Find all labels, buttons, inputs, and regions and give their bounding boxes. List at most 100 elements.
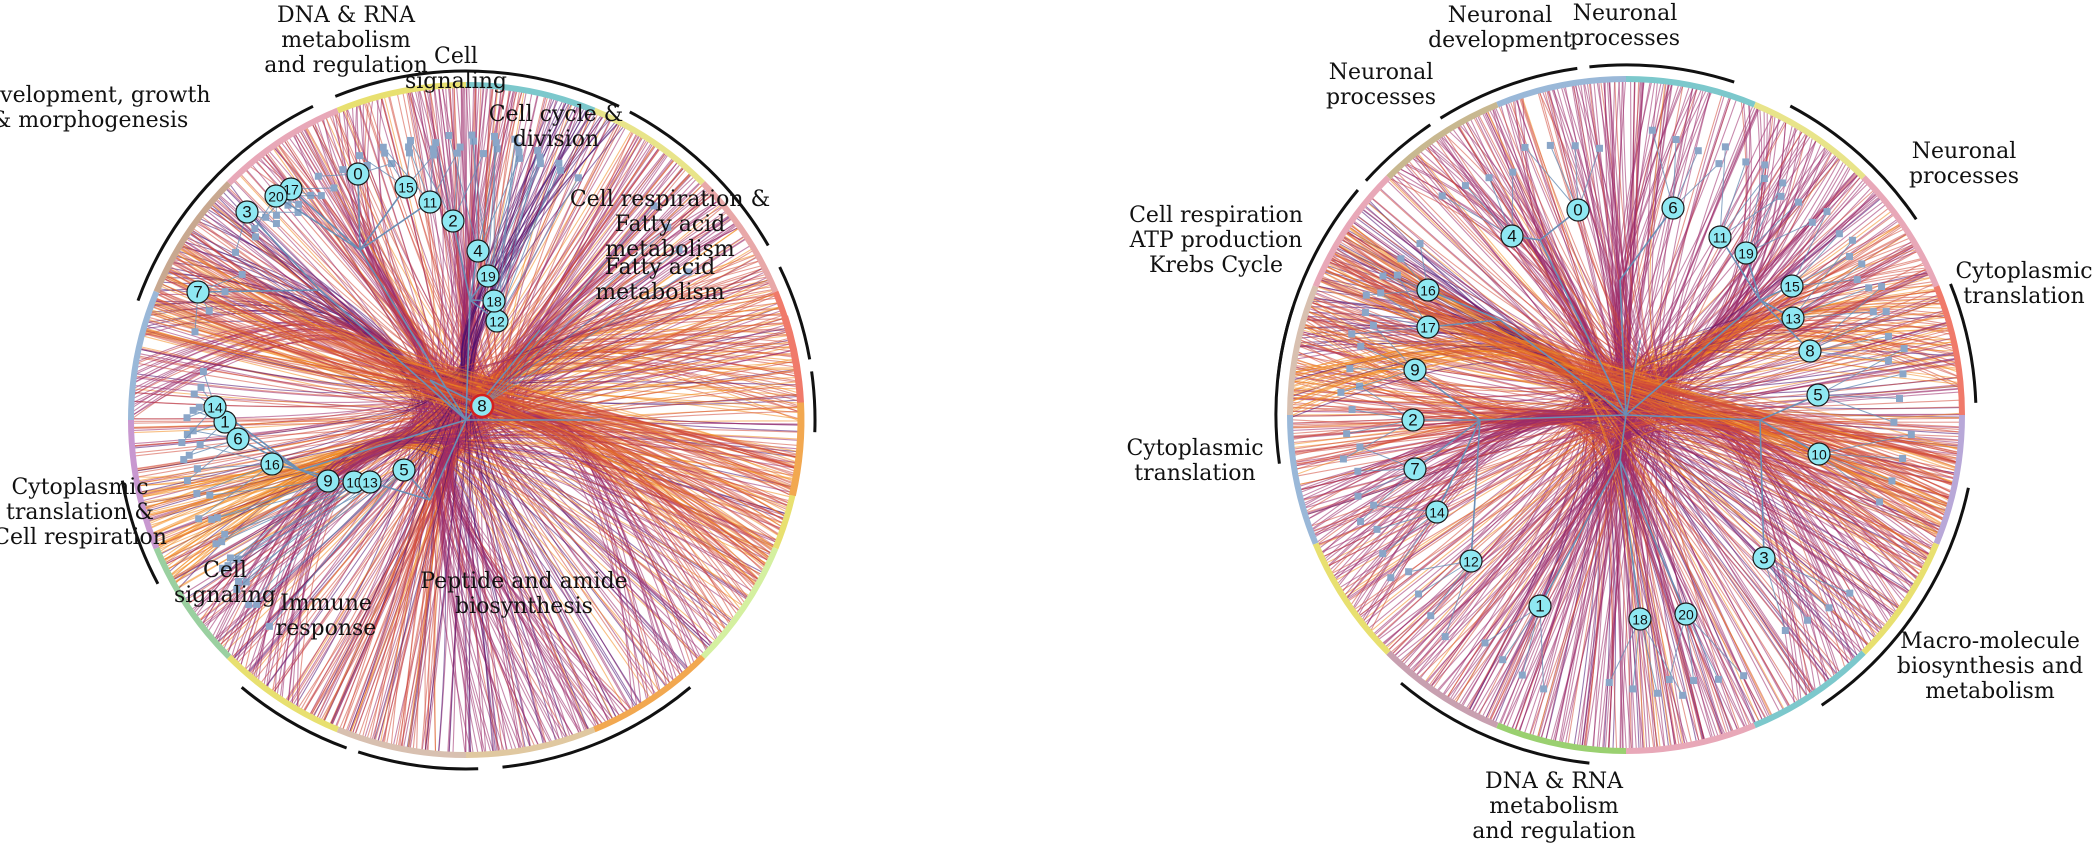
tree-leaf bbox=[1672, 136, 1680, 144]
tree-branch bbox=[248, 481, 371, 605]
cluster-node-7[interactable]: 7 bbox=[1403, 457, 1427, 481]
cluster-node-18[interactable]: 18 bbox=[1628, 607, 1652, 631]
cluster-node-8[interactable]: 8 bbox=[469, 393, 495, 419]
cluster-node-16[interactable]: 16 bbox=[1416, 278, 1440, 302]
group-bracket bbox=[1274, 306, 1295, 464]
cluster-node-15[interactable]: 15 bbox=[394, 175, 418, 199]
group-label: Macro-molecule biosynthesis and metabolism bbox=[1897, 629, 2083, 704]
cluster-node-9[interactable]: 9 bbox=[1403, 358, 1427, 382]
cluster-node-8[interactable]: 8 bbox=[1798, 339, 1822, 363]
tree-leaf bbox=[1361, 309, 1369, 317]
cluster-node-6[interactable]: 6 bbox=[1661, 196, 1685, 220]
tree-branch bbox=[1639, 618, 1684, 696]
cluster-node-label: 1 bbox=[1535, 597, 1544, 616]
tree-leaf bbox=[1485, 174, 1493, 182]
tree-branch bbox=[1792, 239, 1853, 319]
cluster-node-16[interactable]: 16 bbox=[260, 452, 284, 476]
tree-branch bbox=[382, 146, 431, 203]
tree-leaf bbox=[197, 383, 205, 391]
group-label-line: development bbox=[1428, 28, 1572, 53]
cluster-node-2[interactable]: 2 bbox=[441, 209, 465, 233]
cluster-node-4[interactable]: 4 bbox=[466, 239, 490, 263]
tree-leaf bbox=[1343, 430, 1351, 438]
cluster-node-0[interactable]: 0 bbox=[1566, 198, 1590, 222]
cluster-node-3[interactable]: 3 bbox=[1752, 546, 1776, 570]
tree-leaf bbox=[1823, 208, 1831, 216]
cluster-node-1[interactable]: 1 bbox=[1528, 594, 1552, 618]
group-label-line: Development, growth bbox=[0, 83, 211, 108]
cluster-node-circle bbox=[1734, 241, 1758, 265]
group-label-line: Fatty acid bbox=[615, 212, 726, 237]
cluster-node-10[interactable]: 10 bbox=[1807, 442, 1831, 466]
cluster-node-19[interactable]: 19 bbox=[1734, 241, 1758, 265]
tree-leaf bbox=[492, 139, 500, 147]
tree-branch bbox=[1343, 419, 1414, 460]
tree-leaf bbox=[251, 225, 259, 233]
group-label-line: division bbox=[513, 127, 599, 152]
cluster-node-11[interactable]: 11 bbox=[418, 190, 442, 214]
group-bracket bbox=[629, 110, 770, 247]
tree-branch bbox=[1470, 419, 1481, 562]
tree-leaf bbox=[1357, 517, 1365, 525]
cluster-node-label: 0 bbox=[1573, 201, 1582, 220]
category-arc bbox=[1287, 285, 1319, 416]
cluster-node-13[interactable]: 13 bbox=[1781, 306, 1805, 330]
cluster-node-circle bbox=[1674, 602, 1698, 626]
tree-branch bbox=[1791, 233, 1840, 287]
cluster-node-11[interactable]: 11 bbox=[1708, 225, 1732, 249]
cluster-node-14[interactable]: 14 bbox=[203, 395, 227, 419]
cluster-node-label: 9 bbox=[1410, 361, 1419, 380]
tree-leaf bbox=[470, 137, 478, 145]
cluster-node-circle bbox=[1566, 198, 1590, 222]
cluster-node-7[interactable]: 7 bbox=[186, 280, 210, 304]
cluster-node-label: 6 bbox=[233, 430, 242, 449]
tree-leaf bbox=[339, 166, 347, 174]
cluster-node-12[interactable]: 12 bbox=[485, 309, 509, 333]
cluster-node-0[interactable]: 0 bbox=[346, 162, 370, 186]
cluster-node-label: 14 bbox=[1429, 505, 1445, 521]
cluster-node-10[interactable]: 10 bbox=[342, 470, 366, 494]
tree-leaf bbox=[1896, 395, 1904, 403]
tree-branch bbox=[1719, 236, 1761, 301]
cluster-node-12[interactable]: 12 bbox=[1459, 549, 1483, 573]
tree-branch bbox=[1539, 239, 1627, 416]
cluster-node-5[interactable]: 5 bbox=[1806, 383, 1830, 407]
tree-leaf bbox=[1848, 236, 1856, 244]
cluster-node-20[interactable]: 20 bbox=[1674, 602, 1698, 626]
cluster-node-17[interactable]: 17 bbox=[1416, 315, 1440, 339]
group-label: Neuronal processes bbox=[1326, 60, 1436, 110]
group-label-line: Cell bbox=[203, 558, 247, 583]
cluster-node-5[interactable]: 5 bbox=[392, 458, 416, 482]
group-label-line: response bbox=[276, 616, 377, 641]
cluster-node-label: 8 bbox=[477, 397, 486, 416]
cluster-node-label: 19 bbox=[480, 269, 496, 285]
group-bracket bbox=[357, 750, 479, 771]
cluster-node-19[interactable]: 19 bbox=[476, 264, 500, 288]
cluster-node-4[interactable]: 4 bbox=[1500, 224, 1524, 248]
cluster-node-9[interactable]: 9 bbox=[316, 469, 340, 493]
edge-bundle-strand bbox=[191, 230, 798, 455]
tree-leaf bbox=[1605, 678, 1613, 686]
tree-leaf bbox=[480, 150, 488, 158]
edge-bundle-strand bbox=[1358, 89, 1702, 617]
tree-leaf bbox=[183, 430, 191, 438]
cluster-node-3[interactable]: 3 bbox=[235, 200, 259, 224]
cluster-node-14[interactable]: 14 bbox=[1425, 500, 1449, 524]
tree-leaf bbox=[295, 200, 303, 208]
cluster-node-15[interactable]: 15 bbox=[1780, 274, 1804, 298]
cluster-node-circle bbox=[394, 175, 418, 199]
tree-leaf bbox=[1377, 289, 1385, 297]
cluster-node-18[interactable]: 18 bbox=[482, 289, 506, 313]
cluster-node-13[interactable]: 13 bbox=[358, 470, 382, 494]
cluster-node-circle bbox=[1628, 607, 1652, 631]
group-label-line: metabolism bbox=[1489, 794, 1619, 819]
cluster-node-20[interactable]: 20 bbox=[264, 184, 288, 208]
group-label-line: DNA & RNA bbox=[277, 3, 416, 28]
cluster-node-6[interactable]: 6 bbox=[226, 427, 250, 451]
group-label-line: and regulation bbox=[264, 53, 428, 78]
tree-leaf bbox=[193, 490, 201, 498]
cluster-node-2[interactable]: 2 bbox=[1401, 408, 1425, 432]
tree-leaf bbox=[574, 174, 582, 182]
tree-leaf bbox=[265, 622, 273, 630]
group-bracket bbox=[502, 686, 692, 769]
